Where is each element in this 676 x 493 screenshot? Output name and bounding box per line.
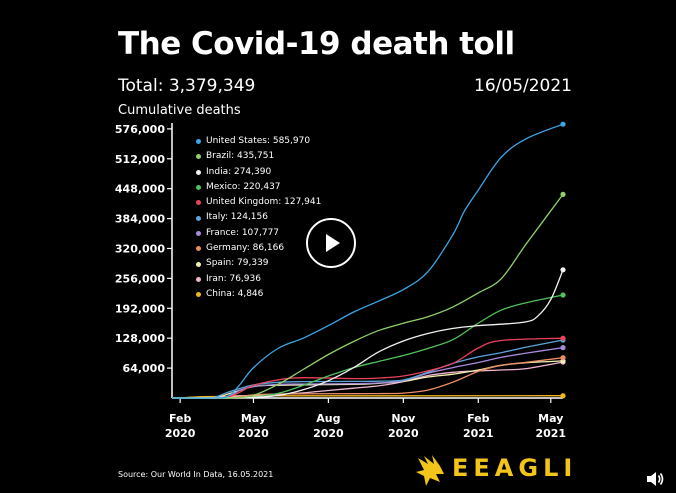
series-endpoint-germany: [560, 355, 566, 361]
x-tick-label: 2020: [165, 427, 196, 440]
legend-item-united-kingdom: United Kingdom: 127,941: [196, 195, 321, 210]
series-line-united-states: [171, 123, 564, 399]
legend-label: United Kingdom: 127,941: [206, 197, 322, 208]
legend-label: Mexico: 220,437: [206, 181, 281, 192]
x-tick-label: Nov: [391, 412, 416, 425]
series-line-france: [171, 346, 564, 399]
legend-label: France: 107,777: [206, 227, 280, 238]
legend-item-iran: Iran: 76,936: [196, 272, 321, 287]
legend-item-mexico: Mexico: 220,437: [196, 180, 321, 195]
series-line-spain: [172, 360, 564, 399]
y-tick-label: 64,000: [123, 362, 166, 375]
y-tick-label: 448,000: [115, 183, 165, 196]
legend-dot: [196, 292, 201, 298]
series-endpoint-mexico: [560, 292, 566, 298]
play-icon: [326, 234, 340, 252]
y-axis-title: Cumulative deaths: [118, 103, 241, 118]
series-line-brazil: [171, 194, 564, 399]
legend-item-brazil: Brazil: 435,751: [196, 149, 321, 164]
x-tick-label: May: [241, 412, 266, 425]
legend-item-spain: Spain: 79,339: [196, 256, 321, 271]
y-tick-label: 256,000: [115, 272, 165, 285]
volume-icon: [647, 472, 664, 486]
total-deaths: Total: 3,379,349: [118, 76, 256, 96]
legend-dot: [196, 200, 201, 206]
legend-dot: [196, 139, 201, 145]
y-tick-label: 320,000: [115, 242, 165, 255]
y-tick-label: 512,000: [115, 153, 165, 166]
y-ticks: 64,000 128,000 192,000 256,000 320,000 384,00…: [115, 123, 173, 398]
legend-item-india: India: 274,390: [196, 165, 321, 180]
x-tick-label: 2020: [313, 427, 344, 440]
legend-label: Italy: 124,156: [206, 212, 268, 223]
series-endpoint-france: [560, 345, 566, 351]
x-tick-label: 2020: [238, 427, 269, 440]
chart-title: The Covid-19 death toll: [118, 26, 515, 62]
legend-dot: [196, 276, 201, 282]
legend: United States: 585,970 Brazil: 435,751 Ind…: [196, 134, 321, 302]
x-tick-label: 2021: [463, 427, 494, 440]
legend-dot: [196, 185, 201, 191]
y-tick-label: 192,000: [115, 302, 165, 315]
series-line-italy: [171, 339, 564, 399]
series-line-india: [171, 269, 564, 399]
series-endpoint-brazil: [560, 191, 566, 197]
y-tick-label: 576,000: [115, 123, 165, 136]
y-tick-label: 128,000: [115, 332, 165, 345]
y-tick-label: 384,000: [115, 213, 165, 226]
legend-dot: [196, 154, 201, 160]
x-tick-label: May: [538, 412, 563, 425]
series-lines: [171, 121, 566, 399]
series-line-mexico: [171, 294, 564, 399]
legend-item-france: France: 107,777: [196, 226, 321, 241]
legend-label: United States: 585,970: [206, 136, 311, 146]
play-button[interactable]: [306, 218, 356, 268]
x-axis: Feb 2020 May 2020 Aug 2020 Nov 2020 Feb 2021 May 20…: [165, 397, 566, 440]
legend-label: India: 274,390: [206, 166, 272, 177]
legend-item-china: China: 4,846: [196, 287, 321, 302]
volume-button[interactable]: [645, 469, 665, 489]
legend-dot: [196, 246, 201, 252]
legend-dot: [196, 215, 201, 221]
x-tick-label: 2020: [388, 427, 419, 440]
legend-item-germany: Germany: 86,166: [196, 241, 321, 256]
legend-dot: [196, 169, 201, 175]
series-endpoint-china: [560, 393, 566, 399]
legend-label: China: 4,846: [206, 288, 264, 299]
brand-logo: EEAGLI: [414, 452, 574, 488]
series-endpoint-united-states: [560, 121, 566, 127]
legend-label: Spain: 79,339: [206, 258, 269, 269]
source-note: Source: Our World In Data, 16.05.2021: [118, 470, 274, 479]
legend-dot: [196, 261, 201, 267]
series-endpoint-united-kingdom: [560, 335, 566, 341]
x-tick-label: Feb: [169, 412, 192, 425]
x-tick-label: Feb: [467, 412, 490, 425]
series-endpoint-india: [560, 267, 566, 273]
legend-label: Brazil: 435,751: [206, 151, 275, 162]
legend-label: Iran: 76,936: [206, 273, 261, 284]
legend-dot: [196, 230, 201, 236]
legend-label: Germany: 86,166: [206, 243, 285, 254]
brand-name: EEAGLI: [452, 454, 578, 482]
current-date: 16/05/2021: [474, 76, 572, 96]
x-tick-label: 2021: [535, 427, 566, 440]
eagle-icon: [416, 455, 444, 486]
x-tick-label: Aug: [316, 412, 340, 425]
legend-item-italy: Italy: 124,156: [196, 210, 321, 225]
series-line-united-kingdom: [171, 337, 564, 399]
legend-item-united-states: United States: 585,970: [196, 134, 321, 149]
